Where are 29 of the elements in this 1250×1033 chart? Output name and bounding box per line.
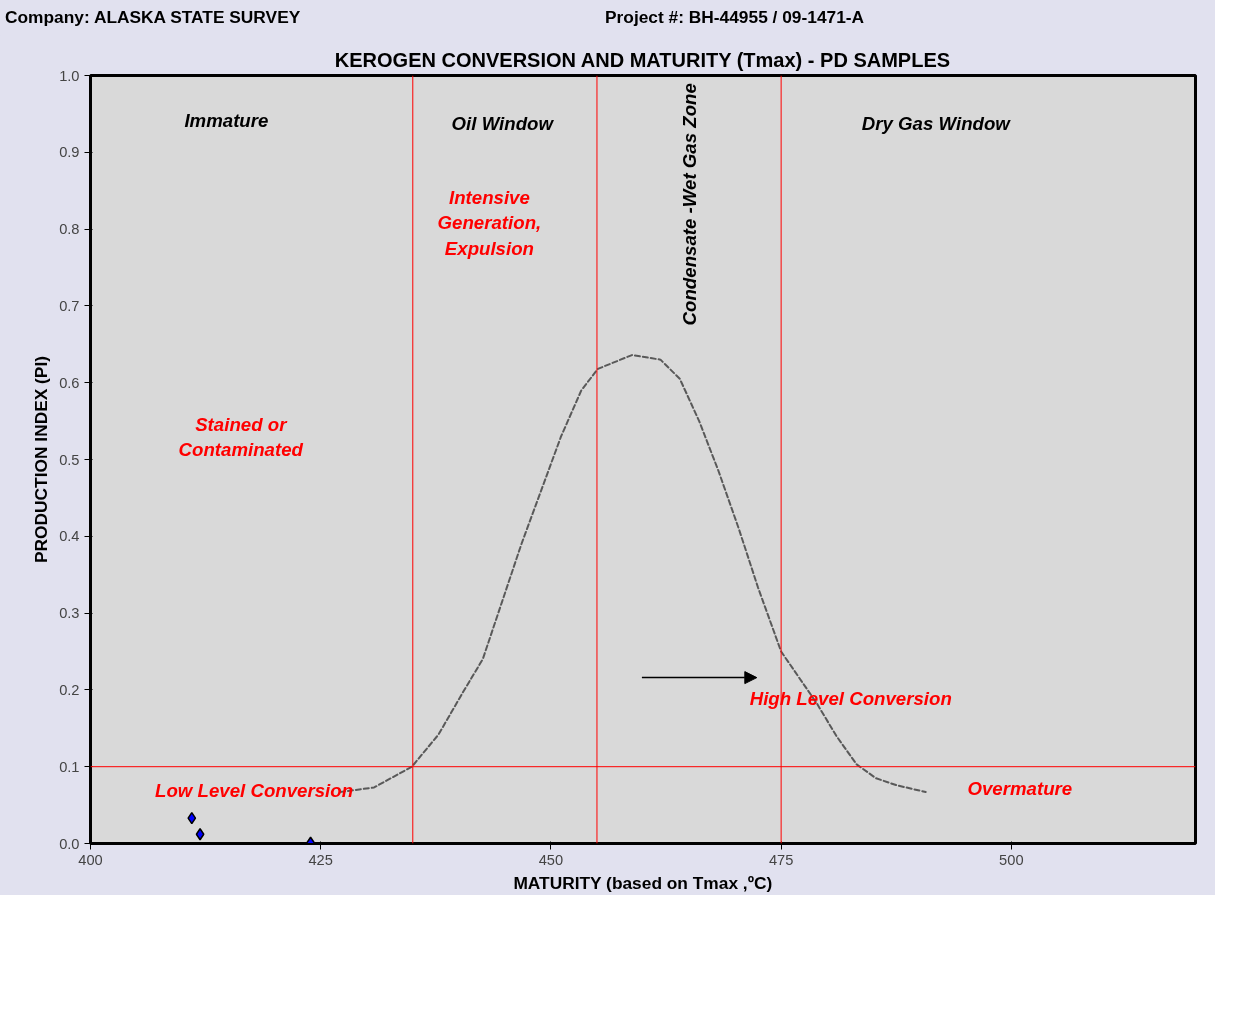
x-tick-label: 450 — [538, 851, 564, 868]
y-tick-label: 1.0 — [59, 67, 80, 84]
y-tick-label: 0.1 — [59, 758, 80, 775]
x-axis-title: MATURITY (based on Tmax ,ºC) — [513, 872, 773, 893]
annotation: Dry Gas Window — [861, 113, 1012, 135]
annotation: Condensate -Wet Gas Zone — [678, 82, 700, 326]
annotation: Immature — [184, 110, 269, 132]
y-tick-label: 0.7 — [59, 297, 80, 314]
y-tick-label: 0.6 — [59, 374, 80, 391]
text: Company: ALASKA STATE SURVEY — [5, 6, 301, 29]
x-tick-label: 400 — [78, 851, 103, 868]
x-tick-label: 475 — [768, 851, 794, 868]
annotation: Stained or Contaminated — [178, 413, 304, 461]
text: Project #: BH-44955 / 09-1471-A — [605, 6, 865, 29]
annotation: Overmature — [967, 778, 1073, 800]
annotation: Intensive Generation, Expulsion — [437, 187, 542, 259]
y-tick-label: 0.2 — [59, 681, 80, 698]
annotation: Low Level Conversion — [155, 779, 354, 801]
y-tick-label: 0.8 — [59, 220, 80, 237]
chart-title: KEROGEN CONVERSION AND MATURITY (Tmax) - PD SAMPLES — [334, 48, 951, 71]
x-tick-label: 425 — [308, 851, 333, 868]
y-tick-label: 0.4 — [59, 528, 80, 545]
annotation: Oil Window — [451, 113, 555, 135]
y-tick-label: 0.5 — [59, 451, 80, 468]
y-tick-label: 0.9 — [59, 144, 80, 161]
y-axis-title: PRODUCTION INDEX (PI) — [31, 355, 52, 563]
y-tick-label: 0.0 — [59, 835, 80, 852]
x-tick-label: 500 — [999, 851, 1024, 868]
y-tick-label: 0.3 — [59, 604, 80, 621]
